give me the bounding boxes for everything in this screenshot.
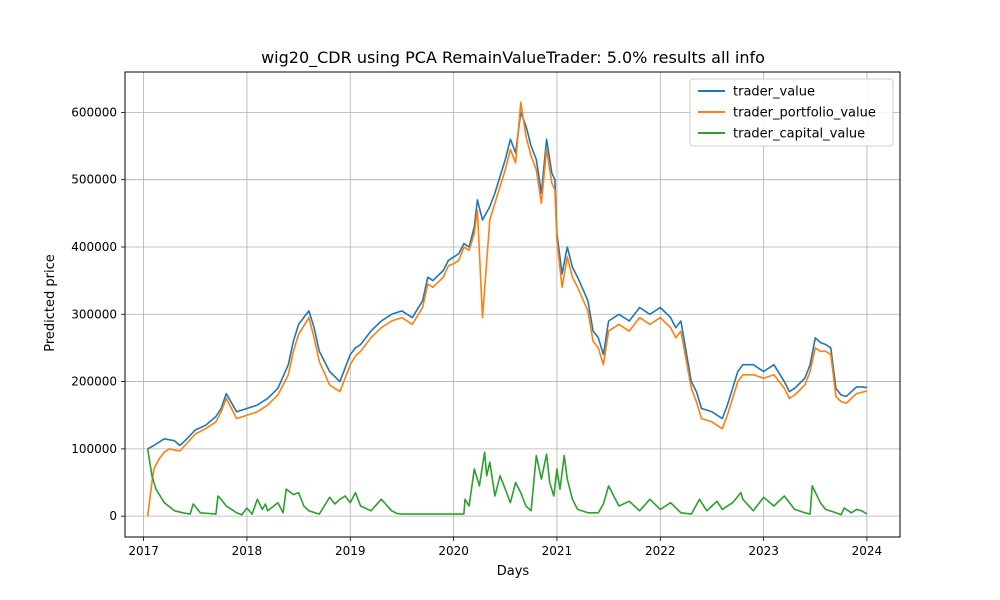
x-tick-label: 2022 [645,544,676,558]
y-tick-label: 400000 [71,240,117,254]
x-tick-label: 2024 [852,544,883,558]
y-axis-label: Predicted price [43,254,58,352]
chart-title: wig20_CDR using PCA RemainValueTrader: 5… [261,48,765,68]
plot-frame [124,71,901,538]
legend-box [689,78,894,147]
x-tick-label: 2020 [438,544,469,558]
grid-layer [125,72,900,537]
x-tick-label: 2019 [335,544,366,558]
y-tick-label: 300000 [71,307,117,321]
series-line-trader-capital-value [146,448,868,516]
legend: trader_value trader_portfolio_valuetrader… [689,78,894,147]
ticks-layer: 2017 2018 2019 2020 2021 2022 2023 2024 0 100000 2… [71,105,882,558]
series-layer [146,101,868,517]
y-tick-label: 100000 [71,442,117,456]
y-tick-label: 500000 [71,173,117,187]
x-axis-label: Days [497,564,530,579]
x-tick-label: 2023 [748,544,779,558]
series-line-trader-portfolio-value [146,101,868,517]
y-tick-label: 200000 [71,375,117,389]
x-tick-label: 2018 [232,544,263,558]
legend-label: trader_capital_value [733,127,865,142]
y-tick-label: 600000 [71,105,117,119]
y-tick-label: 0 [109,509,117,523]
x-tick-label: 2021 [542,544,573,558]
legend-label: trader_value [733,85,815,100]
series-line-trader-value [147,111,868,450]
legend-label: trader_portfolio_value [733,106,876,121]
x-tick-label: 2017 [128,544,159,558]
